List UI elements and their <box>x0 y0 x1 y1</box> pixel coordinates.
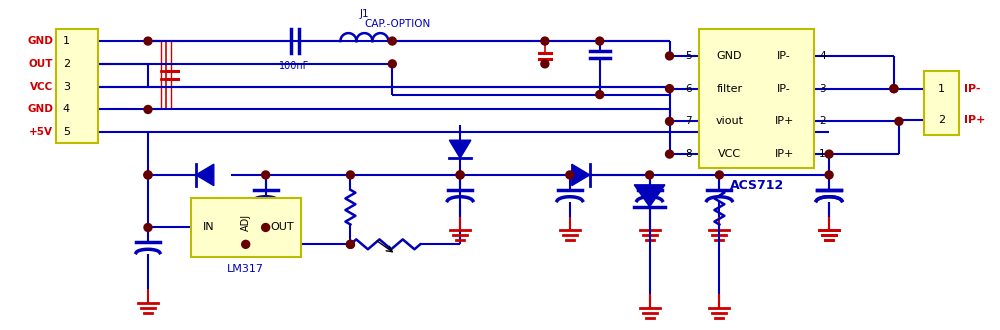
FancyBboxPatch shape <box>191 198 301 257</box>
Circle shape <box>666 117 674 125</box>
Text: J1: J1 <box>360 9 369 19</box>
Text: 1: 1 <box>63 36 70 46</box>
FancyBboxPatch shape <box>699 29 814 168</box>
Circle shape <box>346 240 354 248</box>
Text: 3: 3 <box>819 83 826 94</box>
Text: 5: 5 <box>685 51 691 61</box>
Text: CAP.-OPTION: CAP.-OPTION <box>364 19 431 29</box>
Text: ADJ: ADJ <box>241 214 251 231</box>
Circle shape <box>566 171 574 179</box>
Circle shape <box>144 171 152 179</box>
Circle shape <box>456 171 464 179</box>
FancyBboxPatch shape <box>924 71 959 135</box>
Text: 2: 2 <box>938 115 945 125</box>
Circle shape <box>456 171 464 179</box>
Circle shape <box>144 171 152 179</box>
Circle shape <box>666 85 674 93</box>
Circle shape <box>666 150 674 158</box>
Text: OUT: OUT <box>29 59 53 69</box>
Text: 3: 3 <box>63 82 70 92</box>
Text: 1: 1 <box>819 149 826 159</box>
Circle shape <box>890 85 898 93</box>
Text: 4: 4 <box>819 51 826 61</box>
Circle shape <box>596 37 604 45</box>
Text: ACS712: ACS712 <box>730 179 784 192</box>
Text: 2: 2 <box>63 59 70 69</box>
Text: GND: GND <box>717 51 742 61</box>
Polygon shape <box>634 185 665 207</box>
Circle shape <box>596 91 604 99</box>
Text: IP-: IP- <box>777 83 791 94</box>
Text: 4: 4 <box>63 105 70 115</box>
Text: +5V: +5V <box>29 127 53 137</box>
Text: IP-: IP- <box>777 51 791 61</box>
Circle shape <box>144 223 152 231</box>
Circle shape <box>346 171 354 179</box>
Circle shape <box>666 52 674 60</box>
Text: IP+: IP+ <box>775 149 794 159</box>
Text: 1: 1 <box>938 83 945 94</box>
Text: viout: viout <box>715 116 743 126</box>
Text: IP-: IP- <box>964 83 980 94</box>
Circle shape <box>895 117 903 125</box>
FancyBboxPatch shape <box>56 29 98 143</box>
Text: 5: 5 <box>63 127 70 137</box>
Text: 2: 2 <box>819 116 826 126</box>
Text: IP+: IP+ <box>775 116 794 126</box>
Circle shape <box>825 150 833 158</box>
Text: GND: GND <box>27 105 53 115</box>
Circle shape <box>715 171 723 179</box>
Text: OUT: OUT <box>271 222 294 232</box>
Circle shape <box>646 171 654 179</box>
Text: 7: 7 <box>685 116 691 126</box>
Text: VCC: VCC <box>718 149 741 159</box>
Circle shape <box>541 60 549 68</box>
Circle shape <box>388 37 396 45</box>
Text: GND: GND <box>27 36 53 46</box>
Circle shape <box>388 60 396 68</box>
Circle shape <box>242 240 250 248</box>
Polygon shape <box>572 164 590 185</box>
Circle shape <box>346 240 354 248</box>
Circle shape <box>144 106 152 114</box>
Text: IN: IN <box>203 222 215 232</box>
Text: 8: 8 <box>685 149 691 159</box>
Circle shape <box>825 171 833 179</box>
Polygon shape <box>196 164 214 185</box>
Text: LM317: LM317 <box>227 264 264 274</box>
Circle shape <box>262 223 270 231</box>
Text: IP+: IP+ <box>964 115 985 125</box>
Text: 6: 6 <box>685 83 691 94</box>
Polygon shape <box>449 140 471 158</box>
Circle shape <box>144 37 152 45</box>
Text: 100nF: 100nF <box>279 61 310 71</box>
Circle shape <box>541 37 549 45</box>
Text: filter: filter <box>716 83 742 94</box>
Circle shape <box>890 85 898 93</box>
Circle shape <box>262 171 270 179</box>
Text: VCC: VCC <box>30 82 53 92</box>
